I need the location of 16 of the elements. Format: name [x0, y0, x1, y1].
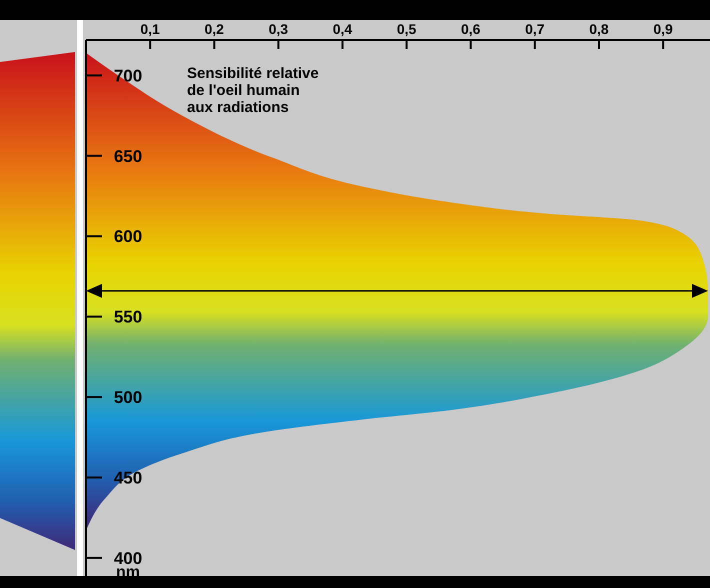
x-tick-label: 0,9 — [653, 21, 674, 37]
x-tick-label: 0,1 — [140, 21, 160, 37]
y-tick-label: 650 — [114, 146, 142, 166]
y-tick-label: 550 — [114, 308, 142, 327]
y-tick-label: 700 — [114, 66, 142, 86]
text: Sensibilité relative de l'oeil humain aux radiations — [187, 65, 319, 116]
y-tick-label: 400 — [114, 548, 142, 568]
y-tick-label: 500 — [114, 388, 142, 408]
x-tick-label: 0,8 — [589, 21, 609, 37]
y-tick-label: 600 — [114, 227, 142, 246]
x-tick-label: 0,2 — [204, 21, 224, 37]
x-tick-label: 0,6 — [461, 21, 481, 37]
x-tick-label: 0,3 — [268, 21, 288, 37]
x-tick-label: 0,7 — [525, 21, 545, 37]
x-tick-label: 0,5 — [396, 21, 417, 37]
x-tick-label: 0,4 — [332, 21, 352, 37]
